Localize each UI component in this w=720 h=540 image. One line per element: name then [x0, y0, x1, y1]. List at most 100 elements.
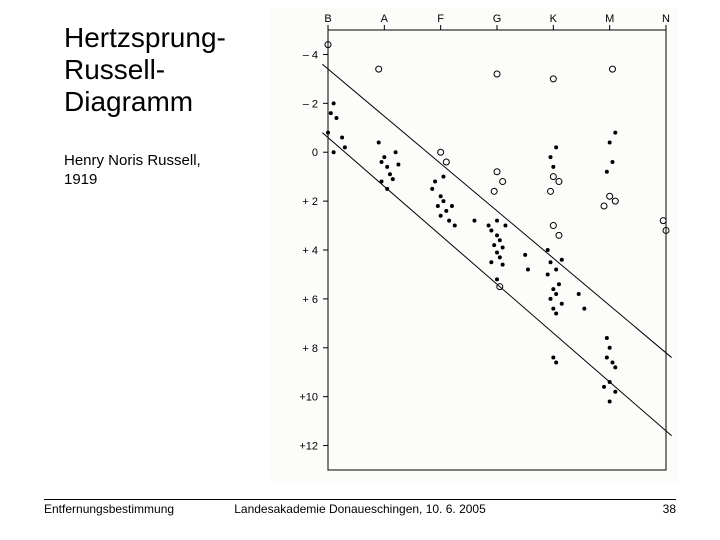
star-point-filled	[492, 243, 496, 247]
star-point-filled	[560, 302, 564, 306]
x-tick-label: G	[493, 13, 502, 25]
star-point-filled	[447, 219, 451, 223]
star-point-filled	[489, 260, 493, 264]
star-point-filled	[549, 297, 553, 301]
plot-border	[328, 30, 666, 470]
star-point-open	[601, 203, 607, 209]
star-point-filled	[557, 282, 561, 286]
star-point-filled	[453, 224, 457, 228]
star-point-filled	[439, 214, 443, 218]
star-point-open	[556, 179, 562, 185]
star-point-filled	[441, 199, 445, 203]
star-point-filled	[554, 292, 558, 296]
star-point-filled	[501, 263, 505, 267]
star-point-filled	[489, 228, 493, 232]
star-point-filled	[340, 136, 344, 140]
star-point-open	[660, 218, 666, 224]
star-point-open	[494, 169, 500, 175]
star-point-filled	[495, 250, 499, 254]
star-point-filled	[608, 140, 612, 144]
star-point-filled	[554, 312, 558, 316]
star-point-filled	[613, 365, 617, 369]
star-point-filled	[380, 180, 384, 184]
star-point-filled	[549, 260, 553, 264]
x-tick-label: M	[605, 13, 614, 25]
x-tick-label: F	[437, 13, 444, 25]
main-sequence-line	[322, 133, 671, 436]
x-tick-label: A	[381, 13, 389, 25]
star-point-open	[550, 174, 556, 180]
star-point-filled	[498, 238, 502, 242]
star-point-filled	[343, 145, 347, 149]
star-point-filled	[554, 145, 558, 149]
star-point-open	[609, 66, 615, 72]
slide-footer: Entfernungsbestimmung Landesakademie Don…	[44, 499, 676, 524]
star-point-filled	[551, 307, 555, 311]
star-point-filled	[551, 165, 555, 169]
y-tick-label: 0	[312, 147, 318, 159]
star-point-filled	[602, 385, 606, 389]
star-point-filled	[554, 360, 558, 364]
star-point-filled	[332, 150, 336, 154]
main-sequence-line	[322, 64, 671, 357]
star-point-filled	[608, 380, 612, 384]
x-tick-label: B	[324, 13, 331, 25]
star-point-filled	[501, 246, 505, 250]
star-point-filled	[495, 277, 499, 281]
hr-diagram-chart: BAFGKMN– 4– 20+ 2+ 4+ 6+ 8+10+12	[270, 8, 678, 483]
star-point-filled	[332, 101, 336, 105]
star-point-filled	[546, 248, 550, 252]
star-point-filled	[377, 140, 381, 144]
star-point-open	[612, 198, 618, 204]
star-point-filled	[608, 400, 612, 404]
star-point-filled	[560, 258, 564, 262]
x-tick-label: N	[662, 13, 670, 25]
star-point-filled	[430, 187, 434, 191]
star-point-filled	[610, 360, 614, 364]
star-point-open	[376, 66, 382, 72]
star-point-filled	[326, 131, 330, 135]
star-point-open	[550, 76, 556, 82]
title-line-3: Diagramm	[64, 86, 193, 117]
star-point-filled	[439, 194, 443, 198]
star-point-filled	[334, 116, 338, 120]
star-point-filled	[526, 268, 530, 272]
star-point-filled	[380, 160, 384, 164]
star-point-filled	[441, 175, 445, 179]
star-point-filled	[385, 187, 389, 191]
star-point-filled	[608, 346, 612, 350]
star-point-open	[443, 159, 449, 165]
footer-left: Entfernungsbestimmung	[44, 502, 174, 516]
title-line-2: Russell-	[64, 54, 165, 85]
y-tick-label: + 6	[302, 294, 318, 306]
star-point-filled	[388, 172, 392, 176]
star-point-filled	[450, 204, 454, 208]
star-point-filled	[396, 162, 400, 166]
star-point-filled	[582, 307, 586, 311]
star-point-filled	[495, 233, 499, 237]
star-point-filled	[503, 224, 507, 228]
star-point-filled	[605, 356, 609, 360]
star-point-open	[550, 223, 556, 229]
y-tick-label: +12	[299, 441, 318, 453]
star-point-filled	[549, 155, 553, 159]
y-tick-label: – 2	[303, 98, 318, 110]
slide-title: Hertzsprung- Russell- Diagramm	[64, 22, 226, 119]
y-tick-label: + 8	[302, 343, 318, 355]
star-point-open	[491, 188, 497, 194]
star-point-filled	[495, 219, 499, 223]
title-line-1: Hertzsprung-	[64, 22, 226, 53]
subtitle-line-1: Henry Noris Russell,	[64, 152, 201, 169]
footer-page-number: 38	[663, 502, 676, 516]
y-tick-label: +10	[299, 392, 318, 404]
star-point-filled	[382, 155, 386, 159]
star-point-filled	[498, 255, 502, 259]
y-tick-label: + 2	[302, 196, 318, 208]
star-point-open	[494, 71, 500, 77]
star-point-filled	[610, 160, 614, 164]
star-point-filled	[444, 209, 448, 213]
star-point-filled	[472, 219, 476, 223]
star-point-filled	[613, 131, 617, 135]
star-point-filled	[433, 180, 437, 184]
star-point-open	[607, 193, 613, 199]
